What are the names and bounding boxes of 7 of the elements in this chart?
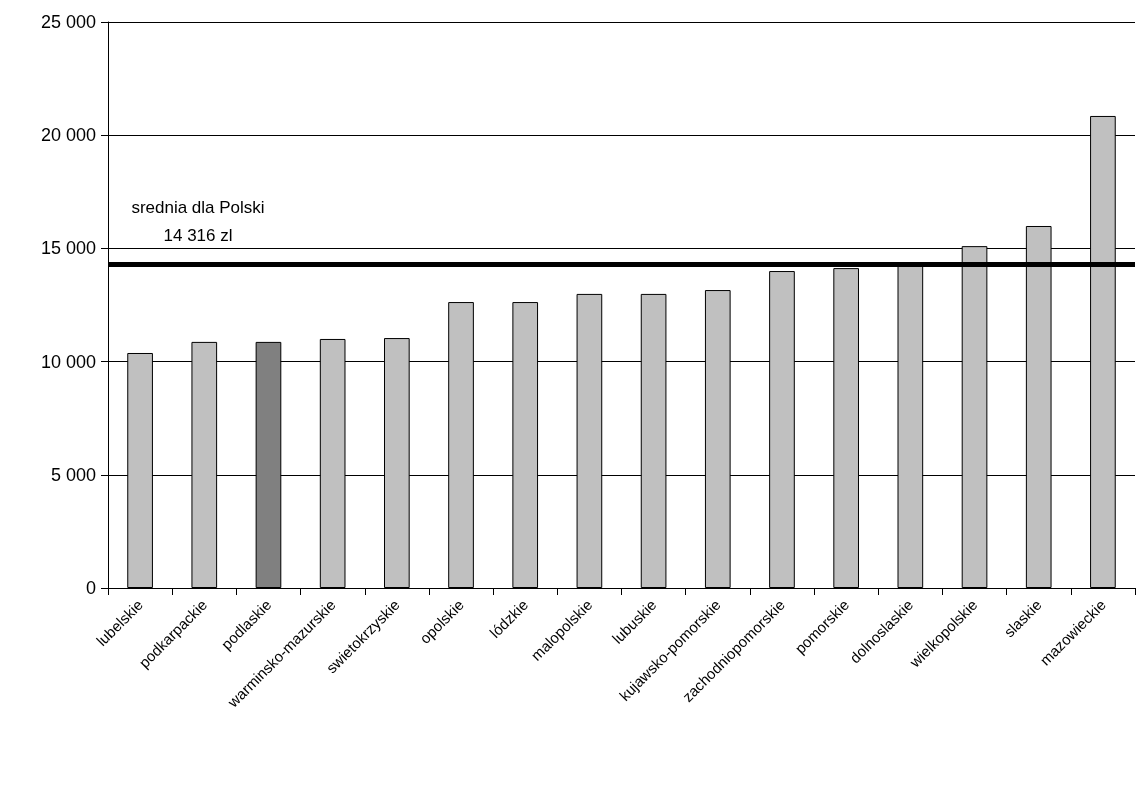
y-tick-label: 5 000 xyxy=(50,464,96,485)
y-tick-label: 20 000 xyxy=(40,125,96,146)
y-tick-label: 0 xyxy=(85,578,96,598)
y-tick-label: 25 000 xyxy=(40,12,96,32)
ref-line-label: srednia dla Polski 14 316 zl xyxy=(131,198,265,246)
y-tick-label: 15 000 xyxy=(40,238,96,259)
y-tick-label: 10 000 xyxy=(40,351,96,372)
